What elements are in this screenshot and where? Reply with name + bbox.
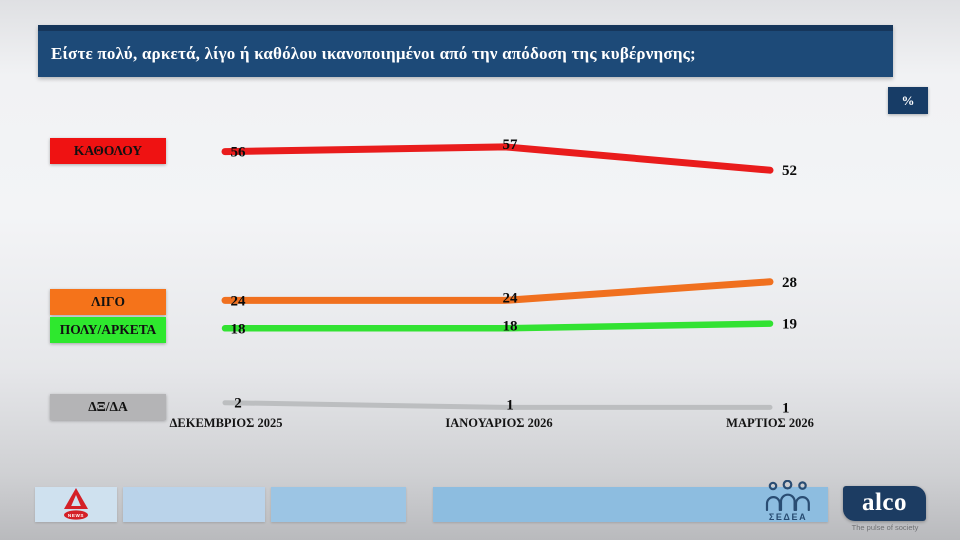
line-katholou bbox=[221, 143, 774, 174]
alco-wordmark: alco bbox=[861, 488, 908, 516]
value-label-dx-da-1: 1 bbox=[506, 397, 514, 413]
alpha-news-banner-text: NEWS bbox=[68, 513, 84, 518]
footer-block-3 bbox=[271, 487, 406, 522]
legend-label-dx-da: ΔΞ/ΔΑ bbox=[88, 399, 128, 414]
alco-tagline: The pulse of society bbox=[851, 523, 919, 532]
value-label-katholou-1: 57 bbox=[503, 137, 519, 153]
sedea-logo: ΣΕΔΕΑ bbox=[761, 480, 815, 522]
line-poly-arketa bbox=[221, 320, 774, 332]
x-label-dekembrios-2025: ΔΕΚΕΜΒΡΙΟΣ 2025 bbox=[169, 416, 283, 430]
legend-item-katholou: ΚΑΘΟΛΟΥ bbox=[50, 138, 166, 164]
legend-label-poly-arketa: ΠΟΛΥ/ΑΡΚΕΤΑ bbox=[59, 322, 157, 337]
alpha-news-logo-icon: NEWS bbox=[64, 488, 88, 520]
line-dx-da bbox=[222, 400, 773, 410]
x-label-martios-2026: ΜΑΡΤΙΟΣ 2026 bbox=[726, 416, 814, 430]
legend-item-ligo: ΛΙΓΟ bbox=[50, 289, 166, 315]
value-label-katholou-2: 52 bbox=[782, 163, 797, 179]
value-label-katholou-0: 56 bbox=[231, 145, 247, 161]
alco-logo: alco bbox=[843, 486, 926, 521]
poll-question: Είστε πολύ, αρκετά, λίγο ή καθόλου ικανο… bbox=[51, 44, 696, 63]
footer-block-alpha: NEWS bbox=[35, 487, 117, 522]
percent-unit-badge: % bbox=[888, 87, 928, 114]
line-ligo bbox=[221, 278, 774, 304]
legend-item-dx-da: ΔΞ/ΔΑ bbox=[50, 394, 166, 420]
footer-block-2 bbox=[123, 487, 265, 522]
question-title-bar: Είστε πολύ, αρκετά, λίγο ή καθόλου ικανο… bbox=[38, 25, 893, 77]
sedea-label: ΣΕΔΕΑ bbox=[768, 512, 808, 522]
value-label-ligo-0: 24 bbox=[231, 293, 247, 309]
legend-label-ligo: ΛΙΓΟ bbox=[90, 294, 126, 309]
legend-label-katholou: ΚΑΘΟΛΟΥ bbox=[73, 143, 143, 158]
footer-block-4 bbox=[433, 487, 828, 522]
sedea-people-icon bbox=[765, 480, 810, 511]
value-label-poly-arketa-1: 18 bbox=[503, 318, 518, 334]
value-label-dx-da-0: 2 bbox=[234, 396, 242, 412]
value-label-poly-arketa-2: 19 bbox=[782, 317, 797, 333]
value-label-ligo-2: 28 bbox=[782, 275, 797, 291]
legend-item-poly-arketa: ΠΟΛΥ/ΑΡΚΕΤΑ bbox=[50, 317, 166, 343]
value-label-ligo-1: 24 bbox=[503, 290, 519, 306]
value-label-poly-arketa-0: 18 bbox=[231, 321, 246, 337]
x-label-ianouarios-2026: ΙΑΝΟΥΑΡΙΟΣ 2026 bbox=[445, 416, 553, 430]
value-label-dx-da-2: 1 bbox=[782, 400, 790, 416]
